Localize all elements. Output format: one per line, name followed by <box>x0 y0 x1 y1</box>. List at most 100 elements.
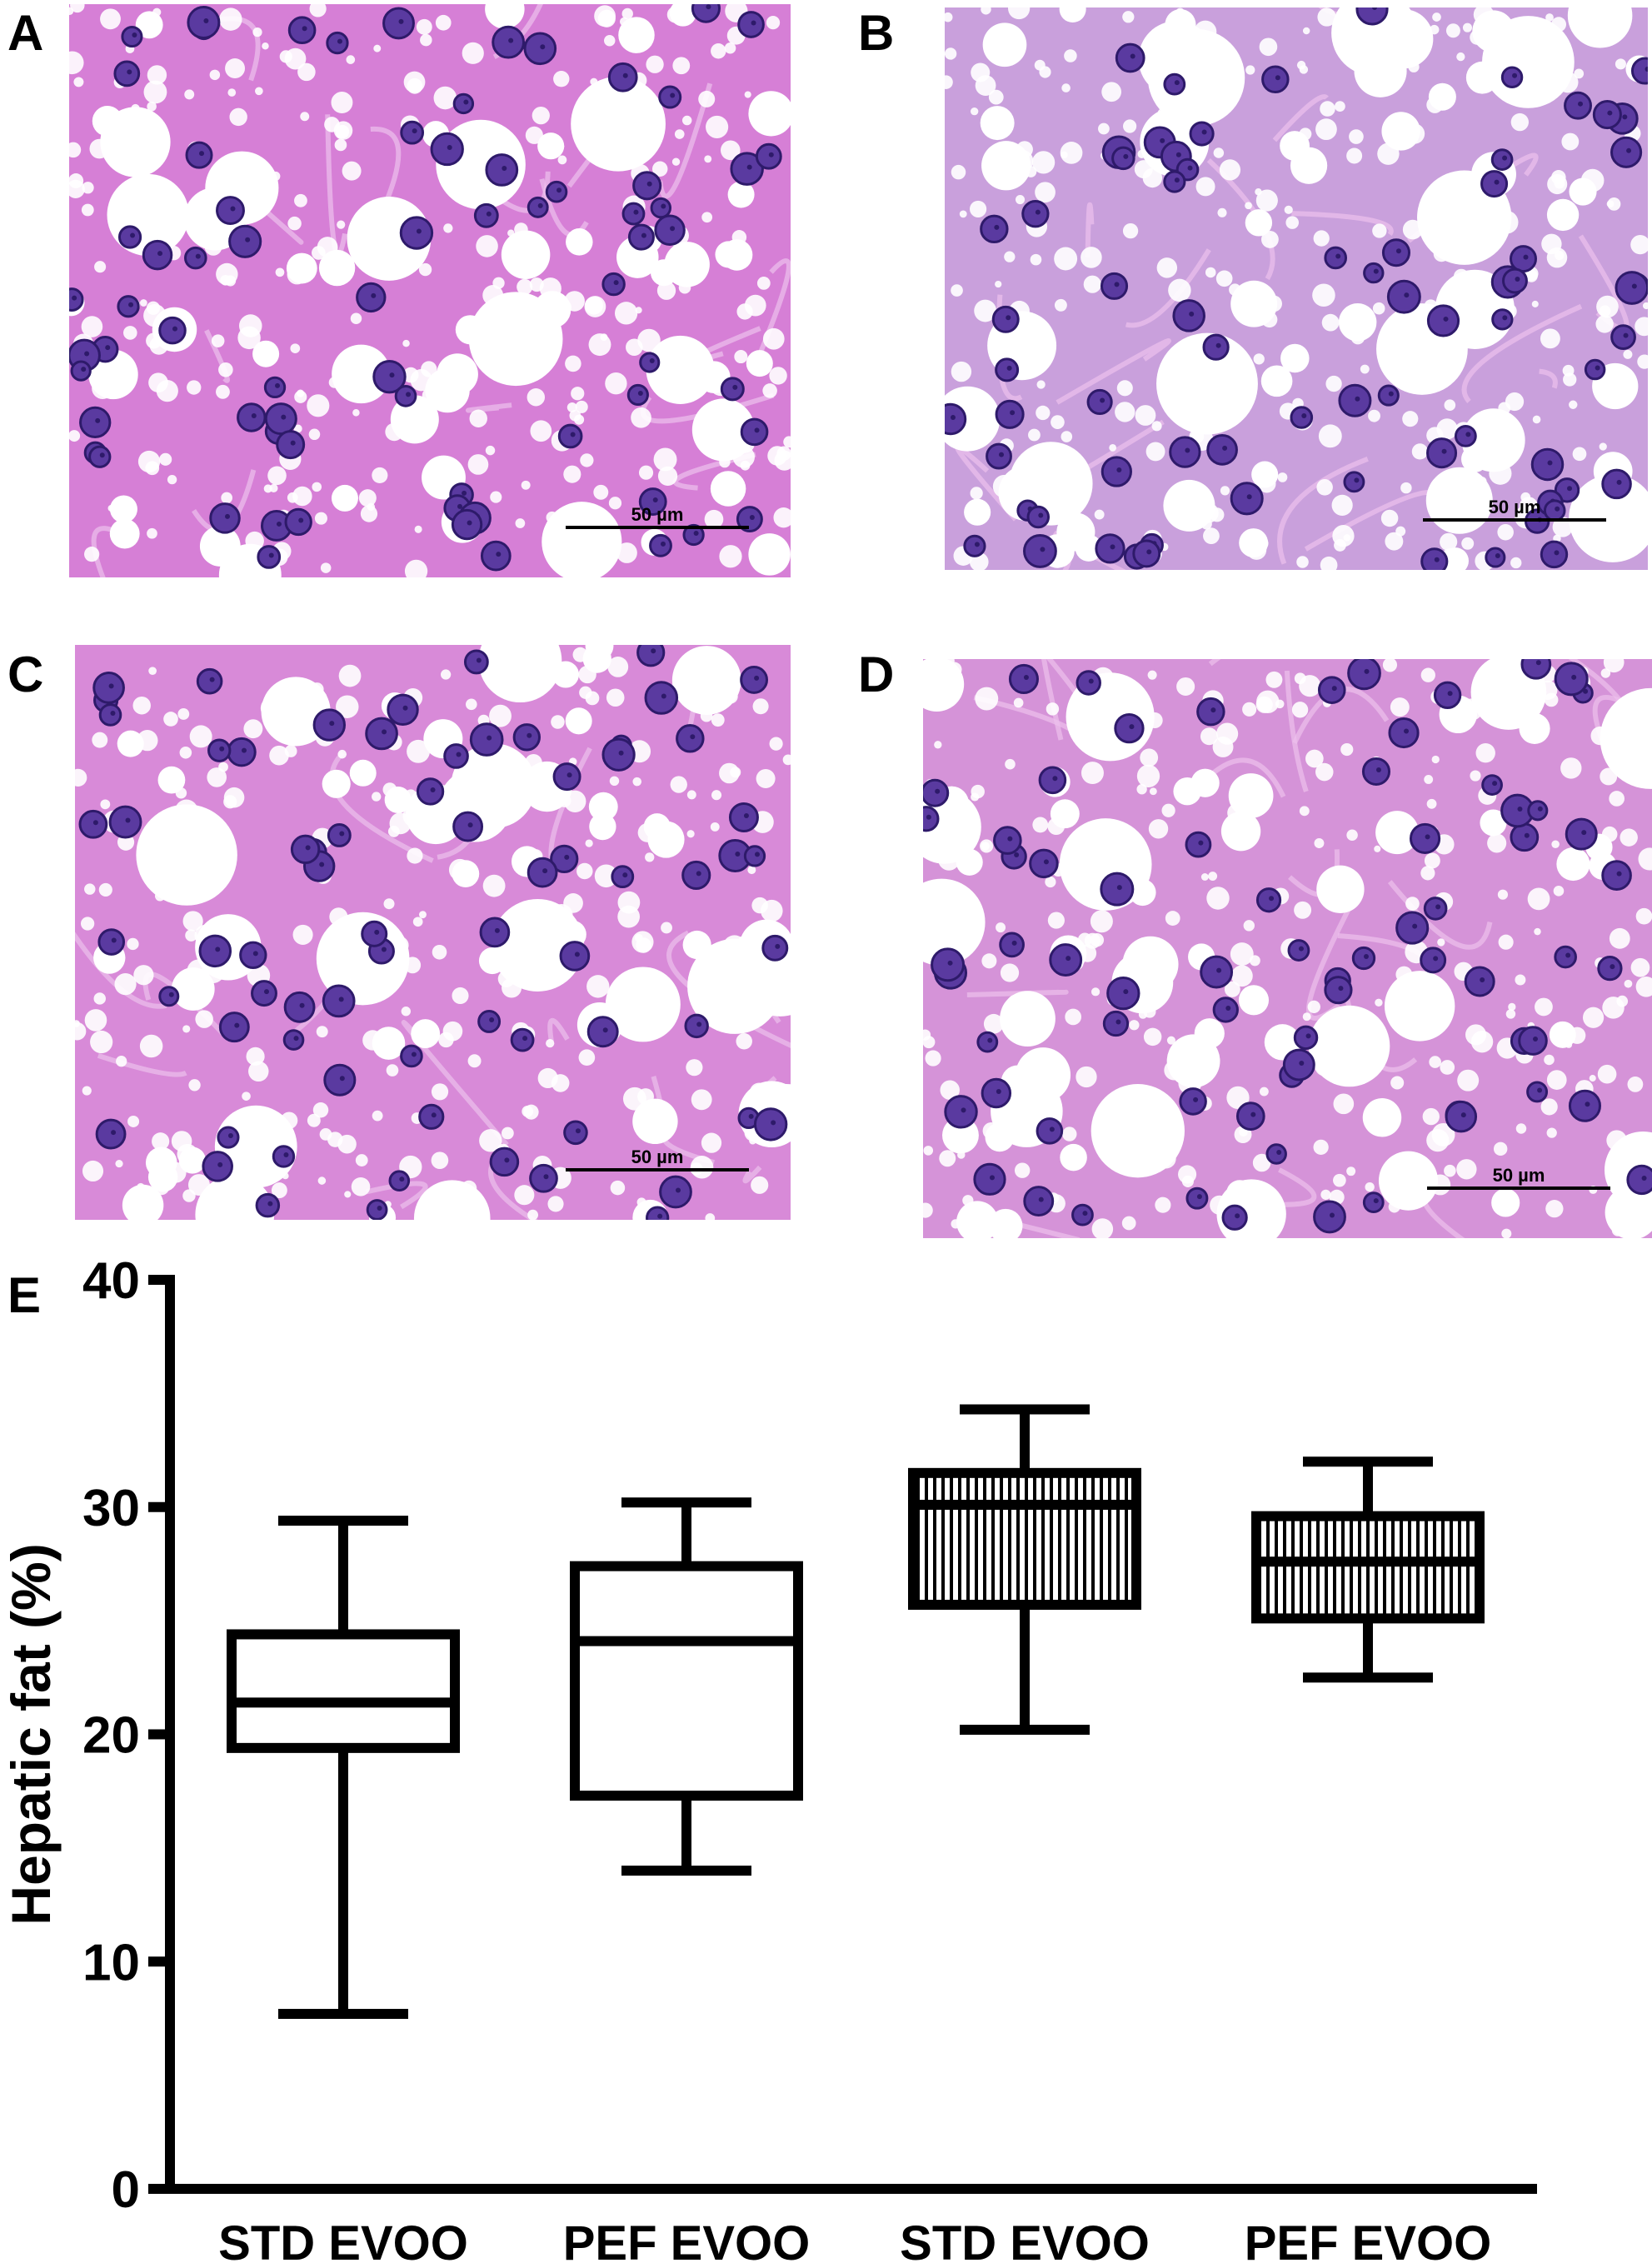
nucleus <box>142 239 173 271</box>
nucleus <box>239 941 267 969</box>
small-droplet <box>1462 22 1472 32</box>
nucleolus <box>1631 283 1637 289</box>
nucleolus <box>1480 977 1485 982</box>
small-droplet <box>1546 1127 1557 1138</box>
small-droplet <box>82 182 94 194</box>
nucleolus <box>234 1022 240 1028</box>
nucleolus <box>1338 986 1344 992</box>
nucleolus <box>1623 332 1629 338</box>
nucleolus <box>748 1113 754 1119</box>
small-droplet <box>547 1196 564 1212</box>
small-droplet <box>1603 659 1625 673</box>
large-droplet <box>1546 198 1580 232</box>
large-droplet <box>1163 479 1215 532</box>
nucleolus <box>1434 557 1440 562</box>
large-droplet <box>533 291 571 328</box>
nucleolus <box>768 152 774 157</box>
nucleolus <box>670 226 676 232</box>
large-droplet <box>1280 343 1310 373</box>
nucleolus <box>132 32 137 37</box>
nucleolus <box>1329 1212 1335 1218</box>
nucleolus <box>496 552 502 557</box>
nucleolus <box>994 224 1000 230</box>
nucleus <box>923 778 950 807</box>
small-droplet <box>704 509 724 529</box>
sinusoid <box>329 751 434 863</box>
x-tick-label: PEF EVOO <box>563 2216 811 2263</box>
small-droplet <box>1600 767 1618 786</box>
small-droplet <box>1390 697 1410 717</box>
nucleus <box>1324 976 1353 1005</box>
nucleolus <box>215 947 221 952</box>
nucleolus <box>486 211 492 217</box>
nucleus <box>443 743 469 769</box>
small-droplet <box>1574 68 1585 79</box>
small-droplet <box>580 453 594 467</box>
nucleus <box>1615 271 1648 305</box>
sinusoid <box>1539 368 1558 389</box>
nucleolus <box>293 1036 299 1042</box>
nucleolus <box>646 181 652 187</box>
nucleolus <box>298 517 304 523</box>
small-droplet <box>216 384 230 399</box>
nucleus <box>1395 911 1430 945</box>
nucleolus <box>926 814 931 820</box>
small-droplet <box>553 71 570 87</box>
panel-label: D <box>858 647 894 702</box>
nucleus <box>1212 997 1239 1023</box>
small-droplet <box>1422 1107 1440 1126</box>
small-droplet <box>1143 1027 1162 1047</box>
nucleus <box>1433 681 1462 709</box>
nucleolus <box>1043 859 1049 865</box>
small-droplet <box>1294 901 1312 919</box>
nucleus <box>1169 436 1201 468</box>
large-droplet <box>478 645 562 703</box>
nucleolus <box>575 1128 581 1134</box>
small-droplet <box>431 1151 449 1170</box>
small-droplet <box>1259 37 1278 57</box>
nucleolus <box>252 951 258 957</box>
nucleolus <box>382 729 387 735</box>
small-droplet <box>532 106 550 125</box>
small-droplet <box>1465 1024 1487 1046</box>
nucleolus <box>1174 80 1180 86</box>
nucleus <box>1568 1089 1601 1122</box>
panel-label: A <box>7 5 43 61</box>
small-droplet <box>337 220 346 229</box>
small-droplet <box>389 812 412 835</box>
small-droplet <box>1261 231 1279 248</box>
nucleolus <box>1210 707 1216 713</box>
nucleus <box>931 947 966 982</box>
small-droplet <box>752 698 769 715</box>
small-droplet <box>672 57 691 75</box>
small-droplet <box>744 91 751 98</box>
nucleolus <box>467 822 473 828</box>
nucleolus <box>1123 989 1129 995</box>
nucleus <box>658 85 682 109</box>
small-droplet <box>1365 1181 1375 1192</box>
large-droplet <box>478 304 513 339</box>
scale-bar-label: 50 µm <box>631 504 684 525</box>
nucleus <box>1324 246 1348 270</box>
small-droplet <box>1561 132 1580 151</box>
large-droplet <box>122 1184 164 1220</box>
nucleolus <box>1130 53 1135 59</box>
nucleolus <box>1269 896 1275 902</box>
large-droplet <box>501 230 551 280</box>
small-droplet <box>527 1209 539 1220</box>
nucleolus <box>1512 72 1518 78</box>
small-droplet <box>704 155 712 163</box>
small-droplet <box>661 922 672 934</box>
small-droplet <box>1527 887 1550 911</box>
large-droplet <box>945 386 1001 452</box>
nucleus <box>276 430 306 460</box>
small-droplet <box>686 1059 703 1077</box>
small-droplet <box>407 847 423 864</box>
small-droplet <box>1553 534 1561 543</box>
small-droplet <box>616 542 637 563</box>
small-droplet <box>1372 302 1385 315</box>
small-droplet <box>1431 755 1440 764</box>
small-droplet <box>1589 1075 1596 1082</box>
nucleus <box>945 402 967 436</box>
large-droplet <box>1091 1083 1185 1178</box>
